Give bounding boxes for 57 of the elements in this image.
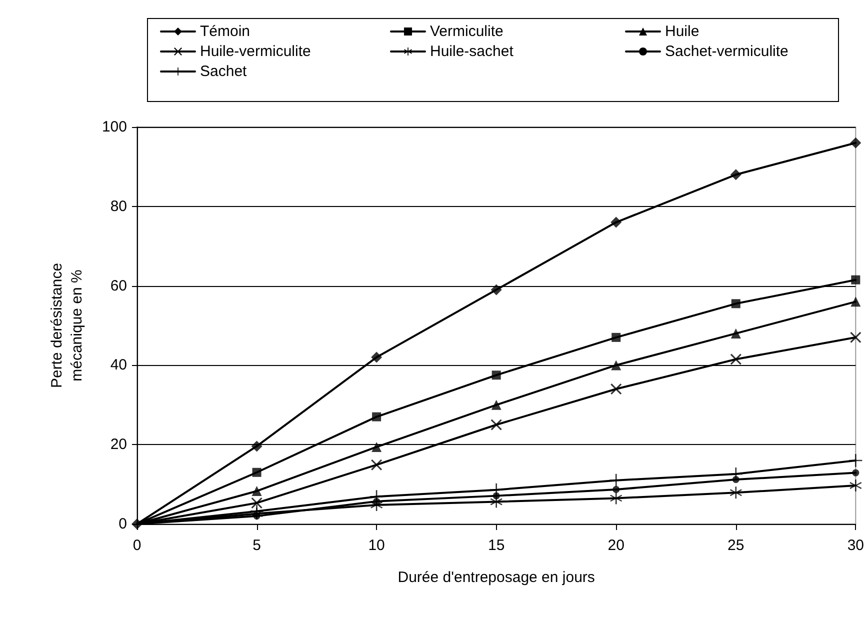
- point: [251, 497, 262, 508]
- point: [250, 504, 264, 518]
- point: [491, 400, 502, 410]
- x-tick-label: 25: [728, 537, 744, 554]
- point: [610, 384, 622, 395]
- point: [371, 352, 382, 363]
- point: [730, 328, 741, 338]
- y-axis-title: Perte derésistance mécanique en %: [48, 262, 86, 388]
- y-tick-label: 100: [102, 118, 127, 136]
- point: [252, 468, 262, 477]
- legend-label: Sachet: [200, 63, 248, 80]
- point: [252, 486, 262, 496]
- point: [730, 486, 742, 499]
- point: [849, 454, 862, 467]
- point: [852, 469, 860, 476]
- x-tick-label: 30: [847, 537, 864, 554]
- point: [611, 360, 622, 370]
- point: [610, 216, 622, 228]
- point: [731, 299, 740, 308]
- y-tick-label: 0: [118, 516, 127, 532]
- point: [730, 169, 742, 180]
- point: [850, 296, 861, 307]
- point: [851, 275, 860, 284]
- x-tick-label: 10: [368, 537, 385, 554]
- point: [372, 412, 382, 422]
- x-axis-title: Durée d'entreposage en jours: [398, 569, 595, 586]
- point: [490, 496, 502, 508]
- x-tick-label: 20: [608, 537, 624, 554]
- y-tick-label: 80: [110, 198, 127, 215]
- point: [371, 459, 382, 470]
- y-tick-label: 20: [110, 436, 127, 454]
- point: [612, 486, 620, 493]
- point: [612, 332, 621, 342]
- point: [850, 332, 862, 343]
- y-tick-label: 60: [110, 277, 127, 294]
- point: [850, 479, 862, 492]
- point: [372, 442, 382, 452]
- point: [729, 467, 742, 480]
- point: [251, 440, 262, 452]
- point: [492, 370, 501, 380]
- legend-label: Sachet-vermiculite: [665, 43, 788, 60]
- point: [490, 483, 503, 496]
- point: [850, 137, 862, 148]
- legend-label: Témoin: [200, 23, 250, 40]
- point: [610, 492, 622, 504]
- point: [730, 354, 742, 365]
- x-tick-label: 0: [132, 537, 142, 554]
- legend-label: Vermiculite: [430, 23, 504, 40]
- point: [490, 284, 502, 296]
- x-tick-label: 5: [252, 537, 261, 554]
- legend-label: Huile: [665, 23, 700, 40]
- y-tick-label: 40: [110, 356, 127, 374]
- legend-label: Huile-sachet: [430, 43, 514, 60]
- point: [370, 490, 384, 504]
- point: [490, 419, 502, 430]
- legend-label: Huile-vermiculite: [200, 43, 311, 60]
- x-tick-label: 15: [488, 537, 505, 554]
